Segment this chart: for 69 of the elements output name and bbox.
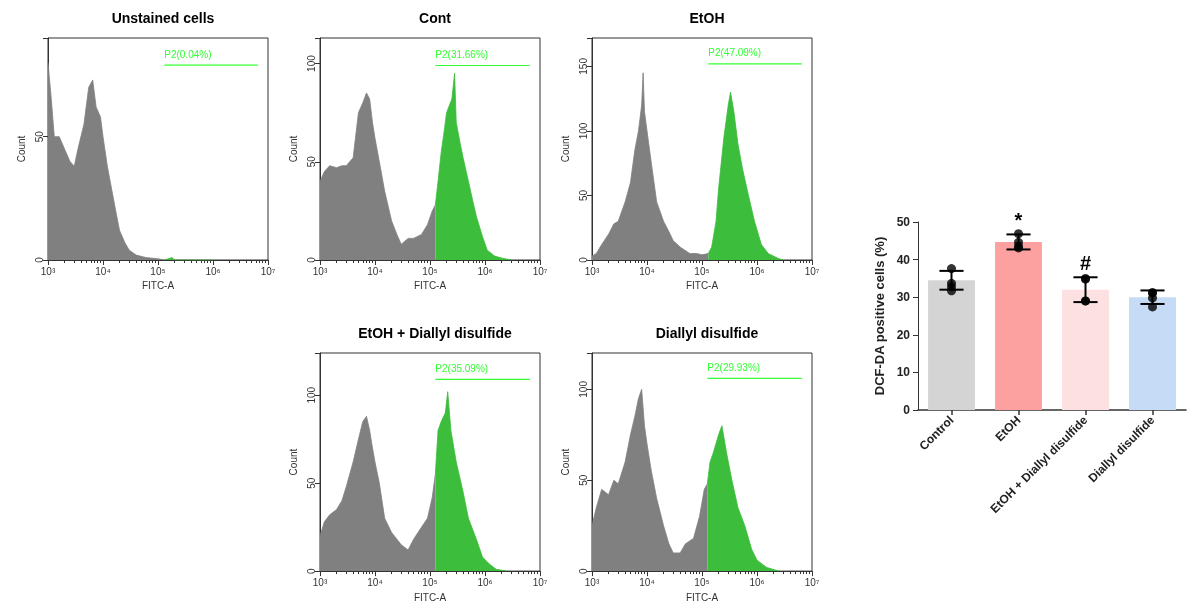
chart-title: EtOH + Diallyl disulfide <box>358 325 513 341</box>
x-tick-label: 10⁴ <box>367 265 383 277</box>
x-tick-label: 10⁶ <box>205 265 221 277</box>
x-axis-title: FITC-A <box>685 280 719 292</box>
y-axis-title: Count <box>287 448 299 476</box>
chart-title: Diallyl disulfide <box>655 325 759 341</box>
series-label: P2(47.09%) <box>708 47 762 59</box>
y-tick-label: 0 <box>305 256 317 263</box>
x-tick-label: 10⁷ <box>532 576 548 588</box>
x-tick-label: 10⁷ <box>532 265 548 277</box>
x-tick-label: 10⁴ <box>639 265 655 277</box>
y-tick-label: 150 <box>577 57 589 75</box>
x-tick-label: 10³ <box>584 265 600 277</box>
y-tick-label: 50 <box>577 189 589 202</box>
x-axis-title: FITC-A <box>685 591 719 603</box>
x-tick-label: 10⁶ <box>749 265 765 277</box>
x-tick-label: 10³ <box>312 576 328 588</box>
x-axis-title: FITC-A <box>141 280 175 292</box>
y-axis-title: Count <box>15 135 27 163</box>
y-tick-label: 100 <box>577 122 589 140</box>
x-tick-label: 10⁷ <box>804 576 820 588</box>
y-tick-label: 20 <box>896 327 911 342</box>
x-tick-label: 10⁶ <box>477 576 493 588</box>
x-tick-label: 10⁵ <box>422 576 438 588</box>
y-tick-label: 100 <box>305 386 317 404</box>
y-tick-label: 0 <box>33 256 45 263</box>
x-tick-label: 10⁵ <box>694 265 710 277</box>
x-tick-label: 10⁴ <box>95 265 111 277</box>
annotation: # <box>1079 252 1092 275</box>
y-tick-label: 50 <box>305 155 317 168</box>
x-axis-title: FITC-A <box>413 280 447 292</box>
x-tick-label: 10⁵ <box>694 576 710 588</box>
y-tick-label: 50 <box>305 477 317 489</box>
x-tick-label: 10⁵ <box>422 265 438 277</box>
x-tick-label: 10⁴ <box>367 576 383 588</box>
y-tick-label: 50 <box>577 474 589 486</box>
x-tick-label: 10⁵ <box>150 265 166 277</box>
annotation: * <box>1014 209 1023 232</box>
x-tick-label: 10³ <box>312 265 328 277</box>
x-axis-title: FITC-A <box>413 591 447 603</box>
y-tick-label: 100 <box>305 54 317 72</box>
x-tick-label: 10⁷ <box>260 265 276 277</box>
series-label: P2(29.93%) <box>707 361 761 373</box>
y-tick-label: 0 <box>903 403 911 417</box>
x-tick-label: 10³ <box>584 576 600 588</box>
series-label: P2(35.09%) <box>435 362 489 374</box>
y-tick-label: 0 <box>577 567 589 574</box>
y-axis-title: Count <box>559 135 571 163</box>
x-tick-label: 10⁷ <box>804 265 820 277</box>
y-tick-label: 30 <box>896 290 911 305</box>
x-tick-label: 10⁶ <box>477 265 493 277</box>
x-tick-label: 10³ <box>40 265 56 277</box>
y-axis-title: DCF-DA positive cells (%) <box>871 236 887 396</box>
y-tick-label: 10 <box>896 365 911 380</box>
x-tick-label: 10⁴ <box>639 576 655 588</box>
chart-title: EtOH <box>689 10 725 26</box>
y-tick-label: 50 <box>896 215 911 229</box>
y-axis-title: Count <box>287 135 299 163</box>
chart-title: Unstained cells <box>111 10 215 26</box>
y-tick-label: 100 <box>577 380 589 398</box>
y-tick-label: 50 <box>33 130 45 143</box>
y-tick-label: 0 <box>305 567 317 574</box>
x-tick-label: 10⁶ <box>749 576 765 588</box>
series-label: P2(0.04%) <box>164 48 212 60</box>
y-tick-label: 40 <box>896 252 911 267</box>
y-tick-label: 0 <box>577 256 589 263</box>
y-axis-title: Count <box>559 448 571 476</box>
series-label: P2(31.66%) <box>435 49 489 60</box>
chart-title: Cont <box>419 10 452 26</box>
